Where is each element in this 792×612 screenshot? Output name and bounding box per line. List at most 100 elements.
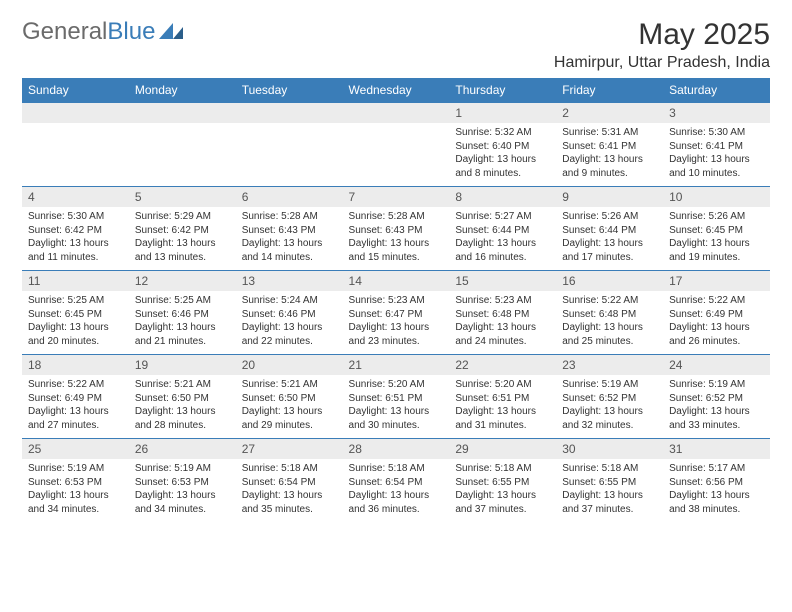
sunrise-text: Sunrise: 5:29 AM [135,210,230,224]
daylight-text: Daylight: 13 hours and 9 minutes. [562,153,657,180]
sunset-text: Sunset: 6:42 PM [28,224,123,238]
day-number-cell: 19 [129,355,236,376]
sunset-text: Sunset: 6:52 PM [562,392,657,406]
day-body-cell: Sunrise: 5:18 AMSunset: 6:55 PMDaylight:… [449,459,556,522]
day-header: Thursday [449,78,556,103]
sunrise-text: Sunrise: 5:25 AM [28,294,123,308]
day-number-cell: 20 [236,355,343,376]
day-body-cell: Sunrise: 5:24 AMSunset: 6:46 PMDaylight:… [236,291,343,355]
daynum-row: 45678910 [22,187,770,208]
daylight-text: Daylight: 13 hours and 15 minutes. [349,237,444,264]
daylight-text: Daylight: 13 hours and 29 minutes. [242,405,337,432]
sunset-text: Sunset: 6:46 PM [135,308,230,322]
sunset-text: Sunset: 6:49 PM [28,392,123,406]
calendar-thead: Sunday Monday Tuesday Wednesday Thursday… [22,78,770,103]
day-header-row: Sunday Monday Tuesday Wednesday Thursday… [22,78,770,103]
sunrise-text: Sunrise: 5:32 AM [455,126,550,140]
daylight-text: Daylight: 13 hours and 13 minutes. [135,237,230,264]
sunset-text: Sunset: 6:45 PM [28,308,123,322]
day-number-cell: 6 [236,187,343,208]
day-body-cell: Sunrise: 5:19 AMSunset: 6:53 PMDaylight:… [129,459,236,522]
day-number-cell: 17 [663,271,770,292]
daylight-text: Daylight: 13 hours and 16 minutes. [455,237,550,264]
sunset-text: Sunset: 6:44 PM [562,224,657,238]
day-body-row: Sunrise: 5:30 AMSunset: 6:42 PMDaylight:… [22,207,770,271]
sunrise-text: Sunrise: 5:22 AM [28,378,123,392]
day-body-cell: Sunrise: 5:18 AMSunset: 6:54 PMDaylight:… [343,459,450,522]
day-number-cell: 27 [236,439,343,460]
sunrise-text: Sunrise: 5:23 AM [349,294,444,308]
sunrise-text: Sunrise: 5:18 AM [349,462,444,476]
sunrise-text: Sunrise: 5:28 AM [349,210,444,224]
sunset-text: Sunset: 6:50 PM [242,392,337,406]
sunrise-text: Sunrise: 5:19 AM [669,378,764,392]
sunset-text: Sunset: 6:55 PM [455,476,550,490]
daylight-text: Daylight: 13 hours and 37 minutes. [455,489,550,516]
daylight-text: Daylight: 13 hours and 30 minutes. [349,405,444,432]
daylight-text: Daylight: 13 hours and 34 minutes. [135,489,230,516]
sunrise-text: Sunrise: 5:17 AM [669,462,764,476]
daylight-text: Daylight: 13 hours and 36 minutes. [349,489,444,516]
sunset-text: Sunset: 6:41 PM [562,140,657,154]
daynum-row: 25262728293031 [22,439,770,460]
sunset-text: Sunset: 6:54 PM [242,476,337,490]
daylight-text: Daylight: 13 hours and 20 minutes. [28,321,123,348]
sunset-text: Sunset: 6:45 PM [669,224,764,238]
day-body-cell [343,123,450,187]
sunset-text: Sunset: 6:48 PM [562,308,657,322]
month-title: May 2025 [554,18,770,52]
day-number-cell: 16 [556,271,663,292]
day-number-cell: 3 [663,103,770,124]
sunrise-text: Sunrise: 5:23 AM [455,294,550,308]
sunset-text: Sunset: 6:41 PM [669,140,764,154]
day-number-cell [129,103,236,124]
day-body-cell: Sunrise: 5:26 AMSunset: 6:45 PMDaylight:… [663,207,770,271]
sunrise-text: Sunrise: 5:20 AM [349,378,444,392]
sunset-text: Sunset: 6:56 PM [669,476,764,490]
daylight-text: Daylight: 13 hours and 31 minutes. [455,405,550,432]
day-number-cell: 10 [663,187,770,208]
sunset-text: Sunset: 6:47 PM [349,308,444,322]
day-number-cell: 28 [343,439,450,460]
daylight-text: Daylight: 13 hours and 8 minutes. [455,153,550,180]
day-number-cell: 30 [556,439,663,460]
sunset-text: Sunset: 6:40 PM [455,140,550,154]
day-number-cell [343,103,450,124]
day-body-cell: Sunrise: 5:30 AMSunset: 6:41 PMDaylight:… [663,123,770,187]
day-body-cell: Sunrise: 5:28 AMSunset: 6:43 PMDaylight:… [343,207,450,271]
day-number-cell: 23 [556,355,663,376]
day-body-cell: Sunrise: 5:23 AMSunset: 6:48 PMDaylight:… [449,291,556,355]
day-body-cell: Sunrise: 5:19 AMSunset: 6:52 PMDaylight:… [556,375,663,439]
day-number-cell: 8 [449,187,556,208]
sunset-text: Sunset: 6:52 PM [669,392,764,406]
day-number-cell: 26 [129,439,236,460]
day-header: Monday [129,78,236,103]
day-body-cell: Sunrise: 5:19 AMSunset: 6:52 PMDaylight:… [663,375,770,439]
brand-logo: GeneralBlue [22,18,185,46]
daylight-text: Daylight: 13 hours and 19 minutes. [669,237,764,264]
daylight-text: Daylight: 13 hours and 23 minutes. [349,321,444,348]
daylight-text: Daylight: 13 hours and 26 minutes. [669,321,764,348]
calendar-body: 123Sunrise: 5:32 AMSunset: 6:40 PMDaylig… [22,103,770,523]
logo-mark-icon [159,18,185,46]
day-number-cell: 7 [343,187,450,208]
day-number-cell: 15 [449,271,556,292]
daylight-text: Daylight: 13 hours and 34 minutes. [28,489,123,516]
day-body-row: Sunrise: 5:22 AMSunset: 6:49 PMDaylight:… [22,375,770,439]
daylight-text: Daylight: 13 hours and 32 minutes. [562,405,657,432]
sunrise-text: Sunrise: 5:19 AM [562,378,657,392]
sunset-text: Sunset: 6:46 PM [242,308,337,322]
day-body-cell [22,123,129,187]
day-body-cell: Sunrise: 5:32 AMSunset: 6:40 PMDaylight:… [449,123,556,187]
daylight-text: Daylight: 13 hours and 27 minutes. [28,405,123,432]
day-body-cell: Sunrise: 5:27 AMSunset: 6:44 PMDaylight:… [449,207,556,271]
day-body-cell: Sunrise: 5:28 AMSunset: 6:43 PMDaylight:… [236,207,343,271]
day-number-cell: 9 [556,187,663,208]
sunrise-text: Sunrise: 5:18 AM [242,462,337,476]
sunrise-text: Sunrise: 5:25 AM [135,294,230,308]
daylight-text: Daylight: 13 hours and 35 minutes. [242,489,337,516]
day-body-cell: Sunrise: 5:17 AMSunset: 6:56 PMDaylight:… [663,459,770,522]
daynum-row: 11121314151617 [22,271,770,292]
day-header: Wednesday [343,78,450,103]
day-number-cell: 13 [236,271,343,292]
